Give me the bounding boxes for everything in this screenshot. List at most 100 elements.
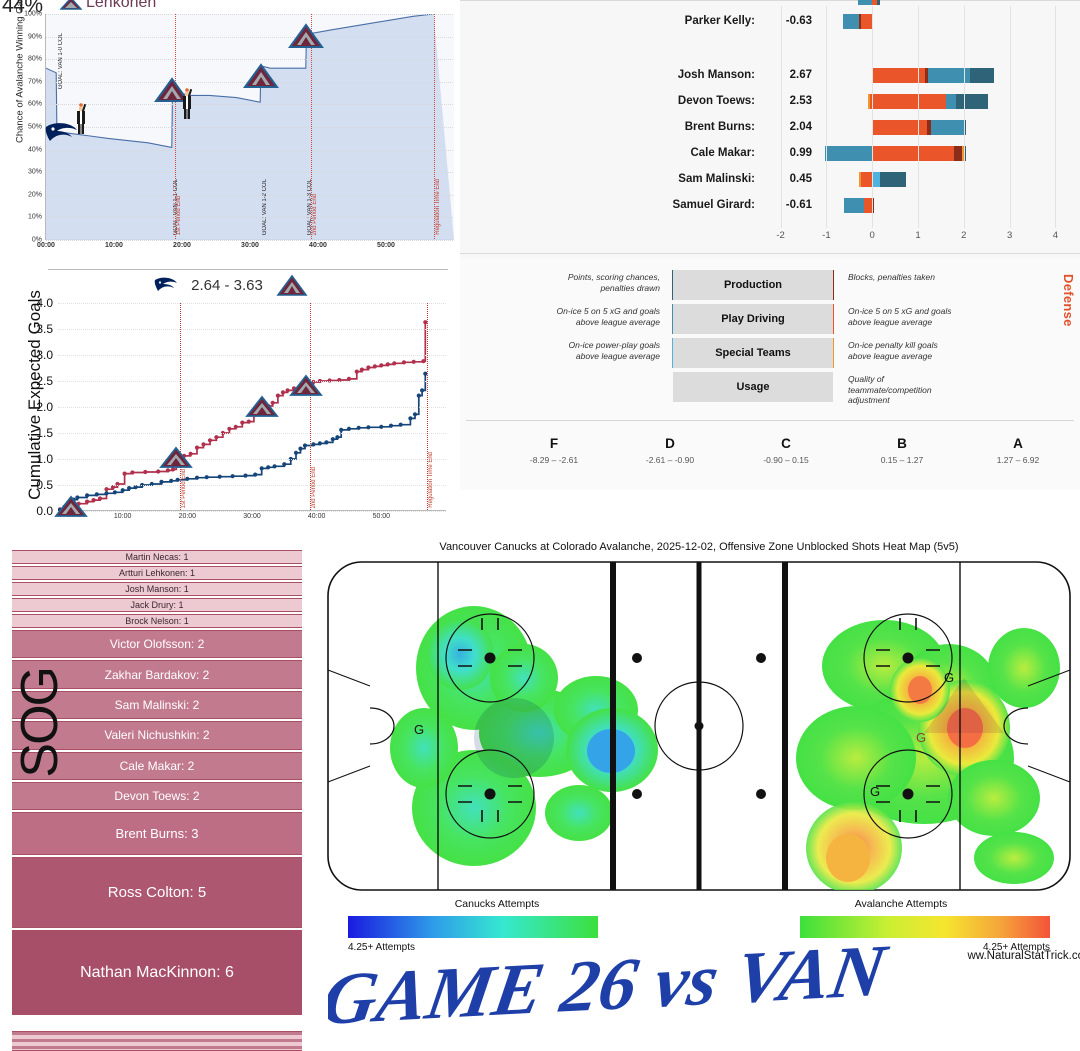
player-name: Sam Malinski: bbox=[678, 173, 755, 185]
gridline bbox=[58, 303, 446, 304]
grade-range: -0.90 – 0.15 bbox=[763, 455, 809, 465]
event-label: 2nd Period End bbox=[311, 193, 318, 235]
x-axis-tick: 00:00 bbox=[37, 242, 55, 249]
sog-bar[interactable]: Sam Malinski: 2 bbox=[12, 690, 302, 720]
x-axis-tick: 20:00 bbox=[173, 242, 191, 249]
player-game-score: 0.45 bbox=[789, 173, 812, 185]
grade-letter: F bbox=[549, 436, 559, 451]
grade-column: C -0.90 – 0.15 bbox=[728, 436, 844, 465]
x-axis-tick: 3 bbox=[1006, 230, 1013, 241]
gridline bbox=[918, 6, 919, 228]
bar-segment bbox=[928, 68, 971, 83]
win-probability-header: 44% Lehkonen bbox=[0, 0, 460, 14]
sog-bar[interactable]: Artturi Lehkonen: 1 bbox=[12, 566, 302, 580]
gridline bbox=[46, 240, 453, 241]
sog-bar[interactable]: Valeri Nichushkin: 2 bbox=[12, 721, 302, 750]
site-watermark: ww.NaturalStatTrick.co bbox=[967, 950, 1080, 962]
period-marker-label: 1st Period End bbox=[181, 468, 188, 508]
y-axis-tick: 4.0 bbox=[36, 296, 53, 310]
cumxg-score-header: 2.64 - 3.63 bbox=[0, 273, 460, 299]
bar-segment bbox=[930, 120, 964, 135]
player-row[interactable]: Brent Burns: 2.04 bbox=[460, 114, 1080, 140]
sog-bar[interactable]: Devon Toews: 2 bbox=[12, 782, 302, 811]
cumxg-series bbox=[58, 320, 428, 511]
legend-description-right: Quality of teammate/competition adjustment bbox=[848, 374, 932, 406]
player-row[interactable]: Josh Manson: 2.67 bbox=[460, 62, 1080, 88]
x-axis-tick: 0 bbox=[869, 230, 875, 241]
sog-bar[interactable]: Victor Olofsson: 2 bbox=[12, 630, 302, 659]
goal-logo-icon bbox=[241, 61, 281, 91]
sog-bar[interactable]: Josh Manson: 1 bbox=[12, 582, 302, 596]
legend-category[interactable]: Play Driving bbox=[673, 304, 833, 334]
heat-map-title: Vancouver Canucks at Colorado Avalanche,… bbox=[439, 541, 959, 553]
legend-category[interactable]: Production bbox=[673, 270, 833, 300]
player-row[interactable]: Sam Malinski: 0.45 bbox=[460, 166, 1080, 192]
gridline bbox=[58, 355, 446, 356]
y-axis-tick: 1.0 bbox=[36, 452, 53, 466]
y-axis-tick: 70% bbox=[27, 78, 42, 86]
player-row[interactable]: Parker Kelly: -0.63 bbox=[460, 8, 1080, 34]
avalanche-scale-max: 4.25+ Attempts bbox=[983, 942, 1050, 953]
goal-logo-icon bbox=[158, 444, 194, 471]
goal-logo-icon bbox=[288, 372, 324, 399]
sog-bar[interactable]: Nathan MacKinnon: 6 bbox=[12, 930, 302, 1016]
gridline bbox=[58, 485, 446, 486]
x-axis-tick: 30:00 bbox=[243, 513, 261, 520]
event-line bbox=[433, 14, 435, 239]
player-row[interactable]: Devon Toews: 2.53 bbox=[460, 88, 1080, 114]
sog-bar[interactable]: Ross Colton: 5 bbox=[12, 857, 302, 928]
grade-column: D -2.61 – -0.90 bbox=[612, 436, 728, 465]
sog-bar[interactable]: Cale Makar: 2 bbox=[12, 751, 302, 780]
player-game-score: 0.99 bbox=[789, 147, 812, 159]
gridline bbox=[46, 194, 453, 196]
gridline bbox=[826, 6, 828, 228]
player-row[interactable]: Cale Makar: 0.99 bbox=[460, 140, 1080, 166]
graffiti-overlay: GAME 26 vs VAN bbox=[328, 946, 894, 1041]
gridline bbox=[58, 329, 446, 330]
legend-row: Usage Quality of teammate/competition adjus… bbox=[460, 372, 1080, 405]
goal-logo-icon bbox=[286, 21, 326, 51]
event-label: Regulation Time End bbox=[434, 179, 441, 235]
bar-segment bbox=[872, 120, 928, 135]
player-game-score: -0.63 bbox=[785, 15, 812, 27]
x-axis-tick: 50:00 bbox=[377, 242, 395, 249]
sog-bar[interactable]: Brock Nelson: 1 bbox=[12, 614, 302, 628]
bar-segment bbox=[953, 146, 963, 161]
sog-bar[interactable]: Brent Burns: 3 bbox=[12, 812, 302, 855]
bar-segment bbox=[880, 172, 906, 187]
gridline bbox=[46, 104, 453, 106]
cumxg-divider bbox=[48, 269, 448, 270]
sog-bar[interactable]: Martin Necas: 1 bbox=[12, 550, 302, 564]
legend-category[interactable]: Usage bbox=[673, 372, 833, 402]
sog-bar[interactable]: Jack Drury: 1 bbox=[12, 598, 302, 612]
y-axis-tick: 100% bbox=[24, 10, 42, 18]
win-probability-value: 44% bbox=[2, 0, 43, 14]
chart-divider-top bbox=[460, 0, 1080, 1]
player-name: Devon Toews: bbox=[677, 95, 755, 107]
player-game-score: 2.67 bbox=[789, 69, 812, 81]
y-axis-tick: 0% bbox=[31, 236, 42, 244]
player-game-score-chart: Parker Kelly: -0.63 Josh Manson: 2.67 Devon … bbox=[460, 0, 1080, 258]
grade-column: F -8.29 – -2.61 bbox=[496, 436, 612, 465]
position-group-label: Defense bbox=[1061, 274, 1076, 327]
gridline bbox=[58, 511, 446, 512]
gridline bbox=[46, 217, 453, 219]
sog-bar[interactable]: Zakhar Bardakov: 2 bbox=[12, 660, 302, 689]
y-axis-tick: 60% bbox=[27, 100, 42, 108]
period-marker-line bbox=[309, 303, 311, 510]
y-axis-tick: 0.0 bbox=[36, 504, 53, 518]
avalanche-color-scale bbox=[800, 916, 1050, 938]
y-axis-tick: 40% bbox=[27, 146, 42, 154]
legend-category[interactable]: Special Teams bbox=[673, 338, 833, 368]
grade-column: A 1.27 – 6.92 bbox=[960, 436, 1076, 465]
shot-heat-map-panel: Vancouver Canucks at Colorado Avalanche,… bbox=[318, 538, 1080, 1041]
gridline bbox=[46, 127, 453, 128]
canucks-goal-logo-icon bbox=[41, 118, 81, 148]
grade-letter: C bbox=[781, 436, 791, 451]
win-probability-player: Lehkonen bbox=[86, 0, 157, 11]
player-game-score: 2.53 bbox=[789, 95, 812, 107]
x-axis-tick: 30:00 bbox=[241, 242, 259, 249]
event-label: GOAL: VAN 1-2 COL bbox=[261, 178, 268, 235]
y-axis-tick: 3.0 bbox=[36, 348, 53, 362]
player-row[interactable]: Samuel Girard: -0.61 bbox=[460, 192, 1080, 218]
